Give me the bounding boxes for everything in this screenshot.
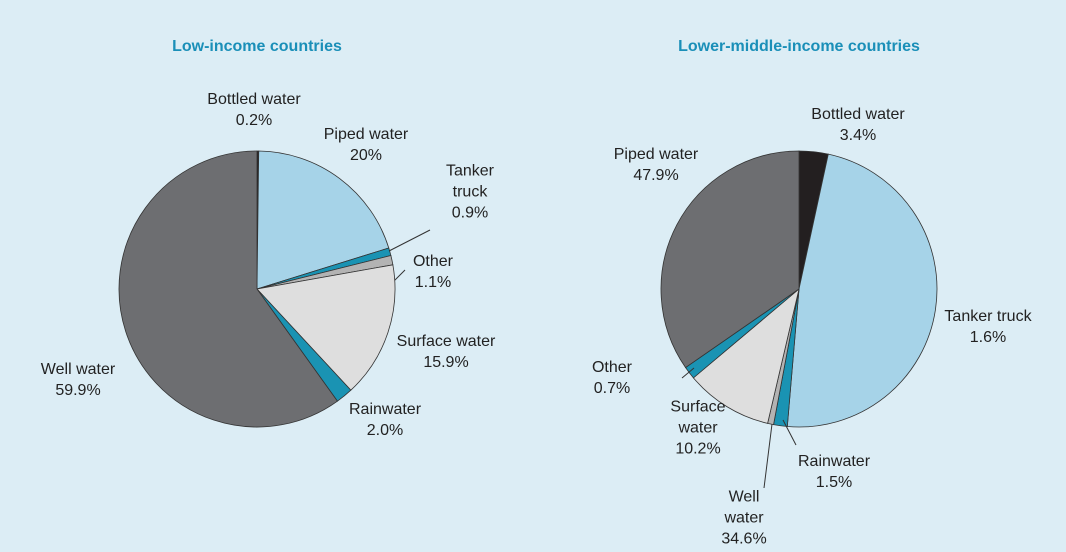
category-label: Piped water — [613, 146, 699, 163]
value-label: 10.2% — [675, 440, 721, 458]
leader-line — [681, 367, 695, 379]
value-label: 15.9% — [423, 354, 469, 371]
value-label: 20% — [349, 147, 383, 164]
slice-label: Rainwater 1.5% — [774, 451, 894, 493]
category-label: Other — [591, 359, 632, 376]
pie-slice — [256, 150, 390, 290]
leader-line — [782, 419, 797, 446]
leader-line — [763, 423, 773, 489]
pie-slice — [660, 150, 800, 369]
category-label: Rainwater — [348, 401, 422, 418]
pie-slice — [118, 150, 338, 428]
value-label: 2.0% — [366, 422, 404, 439]
chart-title: Low-income countries — [172, 38, 342, 55]
slice-label: Tanker truck 0.9% — [440, 161, 500, 224]
slice-label: Other 0.7% — [562, 357, 662, 399]
slice-label: Surface water 15.9% — [376, 331, 516, 373]
value-label: 47.9% — [633, 167, 679, 184]
slice-label: Piped water 47.9% — [596, 144, 716, 186]
value-label: 1.5% — [815, 474, 853, 491]
category-label: Piped water — [323, 126, 409, 143]
category-label: Bottled water — [811, 106, 905, 123]
value-label: 34.6% — [721, 530, 767, 548]
category-label: Bottled water — [207, 91, 301, 108]
category-label: Other — [412, 253, 453, 270]
leader-line — [388, 229, 431, 252]
value-label: 0.2% — [235, 112, 273, 129]
slice-label: Tanker truck 1.6% — [928, 306, 1048, 348]
pie-slice — [256, 264, 396, 391]
category-label: Surface water — [396, 333, 496, 350]
value-label: 1.6% — [969, 329, 1007, 346]
slice-label: Bottled water 0.2% — [184, 89, 324, 131]
value-label: 3.4% — [839, 127, 877, 144]
slice-label: Well water 34.6% — [714, 487, 774, 550]
value-label: 0.9% — [451, 204, 489, 222]
value-label: 59.9% — [55, 382, 101, 399]
category-label: Well water — [40, 361, 116, 378]
slice-label: Surface water 10.2% — [663, 397, 733, 460]
category-label: Surface water — [670, 398, 726, 437]
category-label: Tanker truck — [445, 162, 495, 201]
slice-label: Well water 59.9% — [18, 359, 138, 401]
slice-label: Other 1.1% — [393, 251, 473, 293]
category-label: Well water — [724, 488, 764, 527]
slice-label: Bottled water 3.4% — [788, 104, 928, 146]
value-label: 0.7% — [593, 380, 631, 397]
chart-title: Lower-middle-income countries — [678, 38, 920, 55]
category-label: Rainwater — [797, 453, 871, 470]
category-label: Tanker truck — [944, 308, 1032, 325]
value-label: 1.1% — [414, 274, 452, 291]
pie-slice — [786, 153, 938, 428]
pie-slice — [692, 287, 800, 424]
slice-label: Rainwater 2.0% — [335, 399, 435, 441]
slice-label: Piped water 20% — [296, 124, 436, 166]
